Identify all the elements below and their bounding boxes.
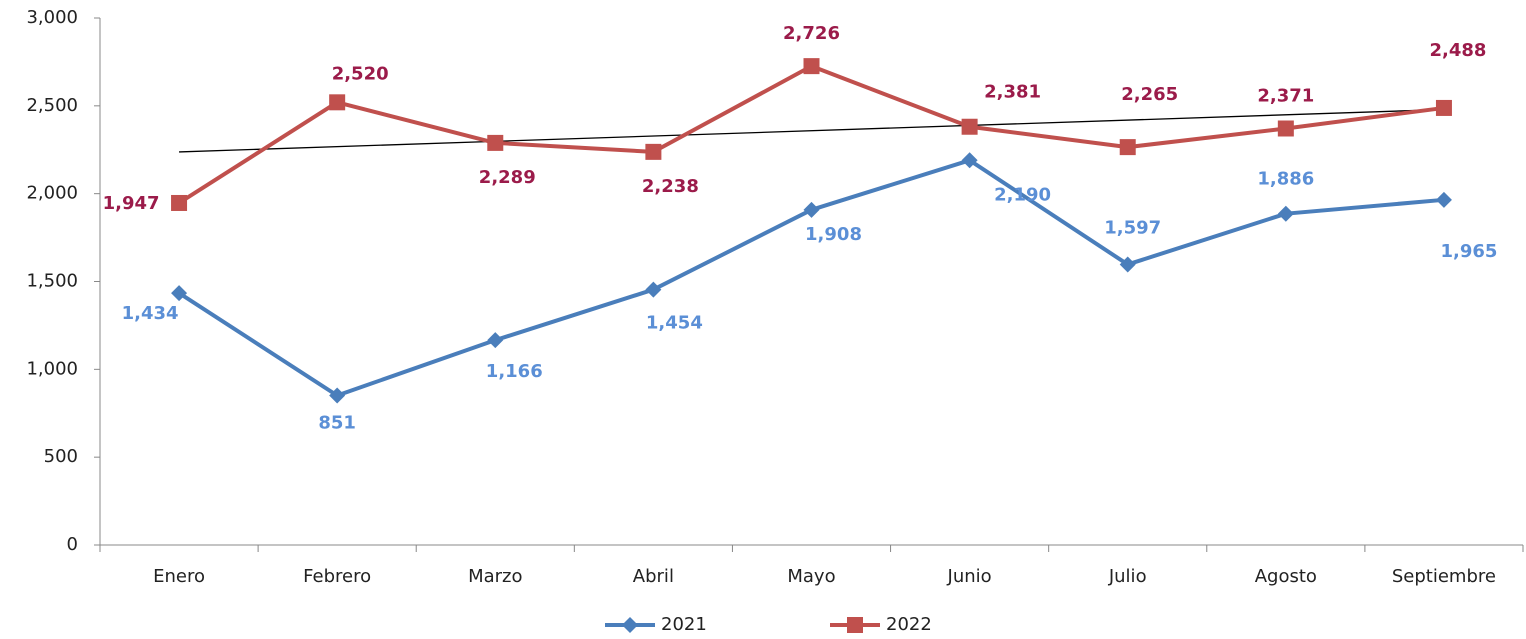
data-label: 1,886 xyxy=(1257,169,1314,190)
y-tick-label: 1,500 xyxy=(26,271,78,292)
data-label: 1,434 xyxy=(122,303,179,324)
data-label: 2,190 xyxy=(994,184,1051,205)
marker xyxy=(1277,120,1294,137)
data-label: 2,488 xyxy=(1429,40,1486,61)
y-tick-label: 2,000 xyxy=(26,183,78,204)
data-label: 1,597 xyxy=(1104,217,1161,238)
trendline xyxy=(179,108,1444,153)
marker xyxy=(645,143,662,160)
data-label: 2,238 xyxy=(642,176,699,197)
data-label: 1,454 xyxy=(646,313,703,334)
marker xyxy=(803,58,820,75)
marker xyxy=(1119,256,1136,273)
marker xyxy=(329,387,346,404)
y-tick-label: 0 xyxy=(67,534,78,555)
x-tick-label: Agosto xyxy=(1255,566,1317,587)
data-label: 2,520 xyxy=(332,63,389,84)
data-label: 1,166 xyxy=(486,361,543,382)
data-label: 1,965 xyxy=(1440,241,1497,262)
x-tick-label: Abril xyxy=(633,566,674,587)
y-tick-label: 1,000 xyxy=(26,358,78,379)
marker xyxy=(487,332,504,349)
marker xyxy=(645,281,662,298)
data-label: 1,908 xyxy=(805,224,862,245)
x-tick-label: Febrero xyxy=(303,566,371,587)
legend-label: 2021 xyxy=(661,614,707,635)
marker xyxy=(803,201,820,218)
data-label: 2,265 xyxy=(1121,84,1178,105)
y-tick-label: 3,000 xyxy=(26,7,78,28)
y-tick-label: 2,500 xyxy=(26,95,78,116)
legend-label: 2022 xyxy=(886,614,932,635)
marker xyxy=(1277,205,1294,222)
data-label: 851 xyxy=(318,413,356,434)
x-tick-label: Julio xyxy=(1108,566,1147,587)
data-label: 2,381 xyxy=(984,82,1041,103)
series-line xyxy=(177,64,1445,205)
y-tick-label: 500 xyxy=(44,446,78,467)
series-line xyxy=(177,158,1445,398)
marker xyxy=(1119,139,1136,156)
marker xyxy=(329,94,346,111)
legend-marker xyxy=(622,617,638,633)
marker xyxy=(961,152,978,169)
data-label: 1,947 xyxy=(103,193,160,214)
marker xyxy=(487,134,504,151)
x-tick-label: Marzo xyxy=(468,566,522,587)
data-label: 2,371 xyxy=(1257,85,1314,106)
marker xyxy=(1435,191,1452,208)
marker xyxy=(1435,99,1452,116)
legend-marker xyxy=(847,617,863,633)
marker xyxy=(961,118,978,135)
data-label: 2,726 xyxy=(783,23,840,44)
marker xyxy=(171,285,188,302)
marker xyxy=(171,194,188,211)
data-label: 2,289 xyxy=(479,167,536,188)
x-tick-label: Septiembre xyxy=(1392,566,1496,587)
x-tick-label: Junio xyxy=(947,566,992,587)
x-tick-label: Mayo xyxy=(787,566,835,587)
x-tick-label: Enero xyxy=(153,566,205,587)
